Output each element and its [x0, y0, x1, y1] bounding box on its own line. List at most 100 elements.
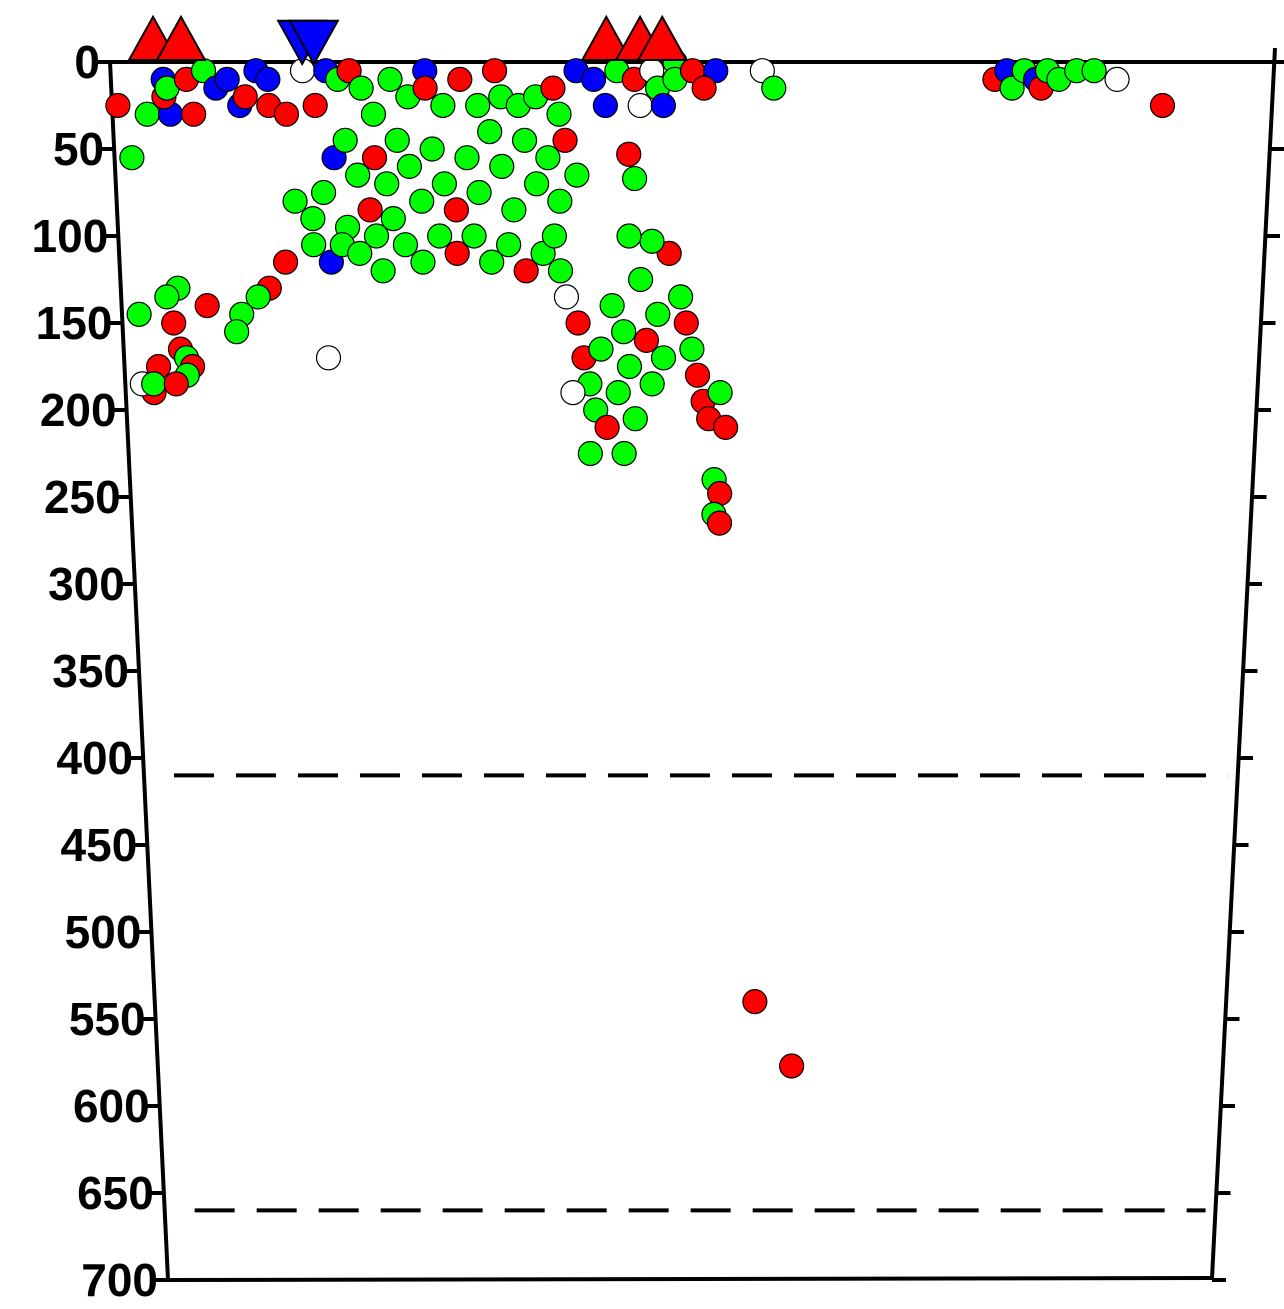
data-point — [396, 153, 423, 179]
data-point — [357, 197, 383, 223]
frame-right — [1210, 47, 1277, 1279]
data-point — [684, 362, 711, 388]
data-point — [547, 188, 573, 214]
data-point — [673, 310, 699, 336]
data-point — [332, 127, 358, 153]
data-point — [347, 240, 373, 266]
data-point — [599, 293, 625, 319]
data-point — [501, 197, 527, 223]
y-tick-label: 650 — [77, 1167, 154, 1219]
reference-lines — [173, 773, 1229, 1213]
data-point — [564, 162, 590, 188]
data-point — [232, 84, 258, 110]
data-point — [465, 92, 491, 119]
data-point — [627, 92, 653, 119]
data-point — [370, 258, 396, 284]
data-point — [481, 58, 508, 84]
volcano-marker — [155, 14, 207, 61]
data-point — [301, 232, 327, 258]
data-point — [650, 345, 677, 371]
data-point — [668, 284, 694, 310]
data-point — [616, 223, 642, 249]
data-point — [592, 92, 618, 119]
data-point — [540, 75, 566, 101]
data-point — [560, 380, 586, 406]
volcano-marker — [580, 14, 632, 61]
data-point — [588, 336, 614, 362]
data-point — [224, 319, 250, 345]
data-point — [430, 92, 456, 119]
data-point — [999, 75, 1025, 101]
data-point — [310, 179, 337, 206]
frame-bottom — [167, 1276, 1213, 1282]
data-point — [605, 380, 631, 406]
station-marker — [288, 19, 340, 67]
data-point — [496, 232, 522, 258]
data-point — [511, 127, 538, 153]
data-point — [706, 510, 733, 536]
data-point — [444, 240, 470, 266]
data-point — [749, 58, 775, 84]
data-point — [412, 75, 438, 101]
data-point — [214, 66, 240, 93]
y-tick-label: 0 — [74, 36, 100, 88]
data-point — [552, 127, 578, 153]
data-point — [611, 440, 637, 467]
data-point — [282, 188, 308, 214]
data-point — [707, 380, 733, 406]
data-point — [345, 162, 371, 188]
data-point — [431, 171, 457, 197]
y-tick-label: 250 — [44, 471, 121, 523]
data-point — [616, 141, 642, 167]
data-point — [194, 293, 220, 319]
data-point — [622, 406, 648, 432]
data-point — [245, 284, 271, 310]
data-point — [119, 145, 145, 171]
data-point — [461, 223, 487, 249]
data-point — [361, 145, 388, 171]
data-point — [255, 66, 281, 93]
data-point — [577, 440, 603, 467]
data-point — [611, 319, 637, 345]
data-point — [163, 371, 189, 397]
data-point — [742, 988, 768, 1015]
surface-markers — [127, 14, 688, 67]
data-point — [336, 58, 362, 84]
data-point — [691, 75, 717, 101]
data-point — [181, 101, 207, 127]
data-point — [466, 179, 492, 206]
data-point — [1081, 58, 1107, 84]
data-point — [679, 336, 705, 362]
data-point — [524, 171, 550, 197]
data-point — [105, 92, 131, 119]
data-point — [374, 171, 400, 197]
data-point — [656, 240, 682, 266]
data-point — [535, 145, 561, 171]
data-point — [546, 101, 572, 127]
y-tick-label: 400 — [56, 732, 133, 784]
data-point — [410, 249, 436, 275]
data-point — [392, 232, 419, 258]
data-point — [645, 301, 671, 327]
y-tick-label: 50 — [53, 123, 104, 175]
data-point — [419, 136, 445, 162]
data-point — [479, 249, 505, 275]
data-point — [703, 58, 729, 84]
data-point — [384, 127, 410, 153]
data-point — [1149, 92, 1176, 119]
data-point — [628, 266, 654, 293]
data-point — [547, 258, 574, 284]
data-point — [447, 66, 473, 93]
data-point — [154, 284, 180, 310]
data-point — [779, 1053, 805, 1079]
data-point — [650, 92, 676, 119]
y-tick-label: 700 — [81, 1254, 158, 1306]
data-point — [161, 310, 187, 336]
data-point — [348, 75, 374, 101]
y-tick-label: 600 — [73, 1080, 150, 1132]
data-point — [761, 75, 787, 101]
data-point — [633, 327, 660, 353]
data-point — [302, 92, 328, 119]
